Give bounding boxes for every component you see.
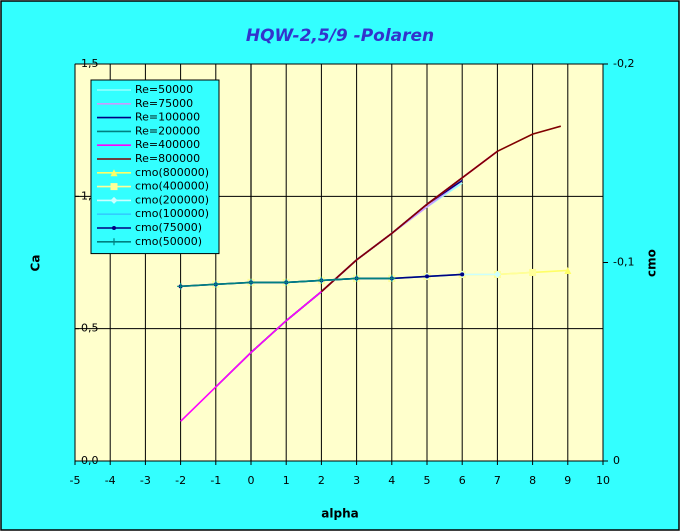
legend-label: cmo(50000) [135,235,202,248]
y2-axis-label: cmo [645,249,659,277]
y2-tick-label: -0,1 [613,256,634,269]
y-tick-label: 1,5 [81,57,99,70]
marker [425,274,429,279]
legend-label: Re=200000 [135,124,200,137]
legend-label: cmo(75000) [135,221,202,234]
marker [282,278,290,286]
marker [112,226,116,230]
marker [317,276,325,284]
x-tick-label: -5 [70,474,81,487]
x-axis-label: alpha [321,507,358,521]
marker [110,169,118,177]
x-tick-label: 5 [424,474,431,487]
x-tick-label: 8 [529,474,536,487]
marker [177,282,185,290]
x-tick-label: 2 [318,474,325,487]
marker [247,278,255,286]
marker [564,266,572,274]
x-tick-label: -4 [105,474,116,487]
x-tick-label: -3 [140,474,151,487]
y-tick-label: 0,5 [81,322,99,335]
x-tick-label: 1 [283,474,290,487]
marker [353,274,361,282]
legend-label: Re=400000 [135,138,200,151]
marker [460,272,465,277]
series-line [320,125,562,293]
legend-label: Re=100000 [135,111,200,124]
y-axis-label: Ca [29,255,43,272]
x-tick-label: 10 [596,474,610,487]
x-tick-label: -1 [210,474,221,487]
legend-label: Re=50000 [135,83,193,96]
x-tick-label: -2 [175,474,186,487]
marker [493,270,501,278]
legend-label: Re=800000 [135,152,200,165]
legend-label: cmo(200000) [135,193,209,206]
marker [388,274,396,282]
x-tick-label: 7 [494,474,501,487]
x-tick-label: 9 [564,474,571,487]
marker [110,183,118,191]
marker [110,238,118,246]
marker [212,280,220,288]
x-tick-label: 6 [459,474,466,487]
legend-label: Re=75000 [135,97,193,110]
legend-box [90,79,220,255]
y2-tick-label: -0,2 [613,57,634,70]
marker [110,196,118,204]
y2-tick-label: 0 [613,454,620,467]
x-tick-label: 4 [388,474,395,487]
x-tick-label: 0 [248,474,255,487]
legend: Re=50000Re=75000Re=100000Re=200000Re=400… [90,79,220,255]
x-tick-label: 3 [353,474,360,487]
legend-label: cmo(400000) [135,180,209,193]
chart-title: HQW-2,5/9 -Polaren [246,26,434,46]
legend-label: cmo(100000) [135,207,209,220]
marker [529,268,537,276]
legend-label: cmo(800000) [135,166,209,179]
